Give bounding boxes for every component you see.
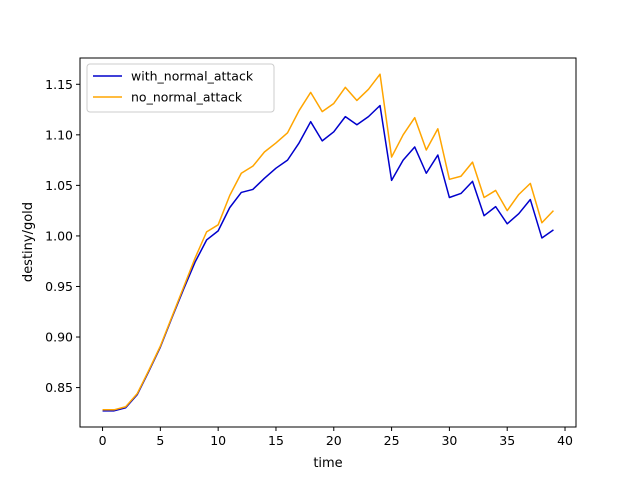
y-tick-label: 1.00: [45, 228, 73, 243]
legend: with_normal_attack no_normal_attack: [86, 63, 275, 113]
x-tick-label: 10: [210, 433, 226, 448]
x-tick-label: 25: [384, 433, 400, 448]
y-axis: 0.85 0.90 0.95 1.00 1.05 1.10 1.15: [45, 77, 80, 395]
y-tick-label: 1.10: [45, 127, 73, 142]
series-line-no-normal-attack: [102, 73, 554, 411]
x-axis: 0 5 10 15 20 25 30 35 40: [99, 427, 573, 448]
x-tick-label: 0: [99, 433, 107, 448]
legend-label: no_normal_attack: [131, 90, 243, 105]
plot-area-frame: [79, 57, 577, 428]
y-axis-label: destiny/gold: [21, 202, 36, 282]
y-tick-label: 1.05: [45, 178, 73, 193]
x-tick-label: 40: [557, 433, 573, 448]
legend-box: [86, 63, 275, 113]
x-tick-label: 35: [499, 433, 515, 448]
y-tick-label: 0.85: [45, 380, 73, 395]
x-axis-label: time: [313, 456, 342, 471]
x-tick-label: 30: [441, 433, 457, 448]
y-tick-label: 1.15: [45, 77, 73, 92]
legend-label: with_normal_attack: [131, 69, 254, 84]
series-lines: [102, 73, 554, 412]
x-tick-label: 15: [268, 433, 284, 448]
x-tick-label: 20: [326, 433, 342, 448]
y-tick-label: 0.90: [45, 330, 73, 345]
y-tick-label: 0.95: [45, 279, 73, 294]
x-tick-label: 5: [156, 433, 164, 448]
